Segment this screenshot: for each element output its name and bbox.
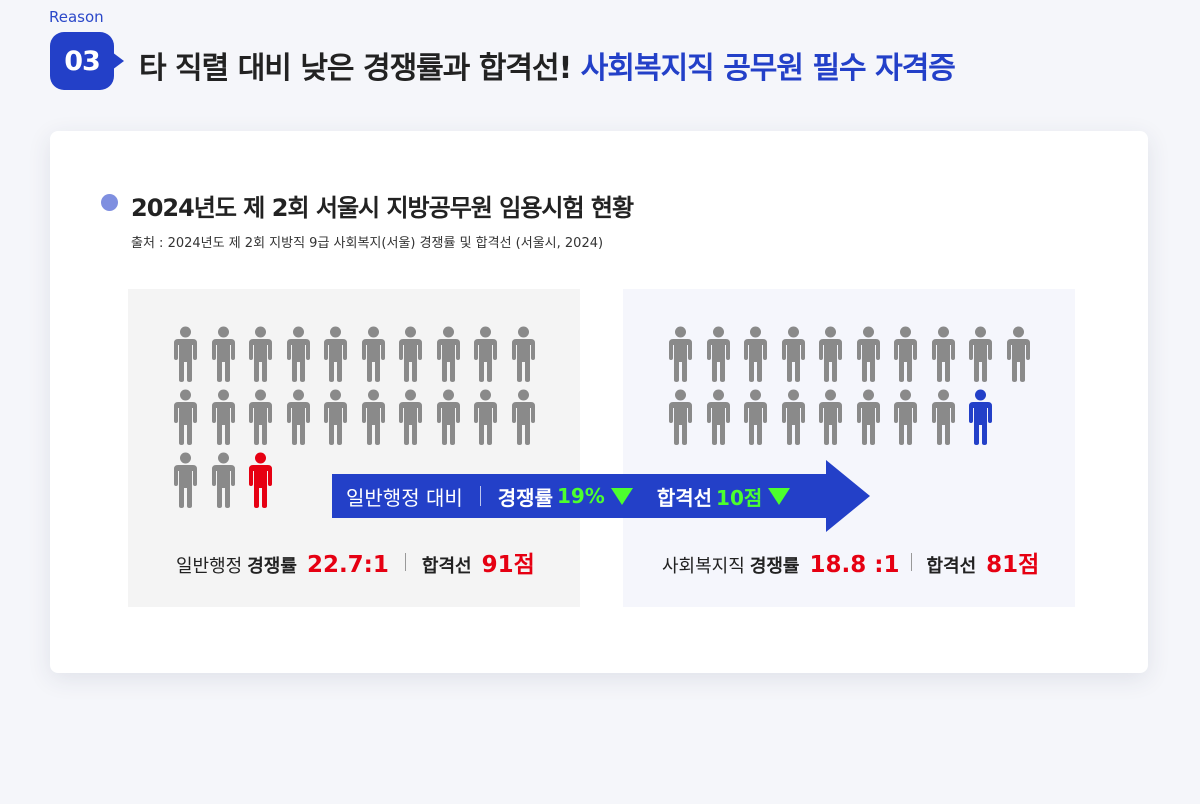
social-person-icon [742, 389, 769, 445]
page-headline: 타 직렬 대비 낮은 경쟁률과 합격선! 사회복지직 공무원 필수 자격증 [139, 43, 956, 87]
social-person-icon [817, 389, 844, 445]
comparison-cutoff-label: 합격선 [656, 485, 713, 510]
social-person-icon [855, 326, 882, 382]
general-admin-stats: 일반행정 경쟁률 22.7:1 합격선 91점 [176, 545, 535, 579]
social-cutoff-value: 81점 [986, 552, 1040, 578]
comparison-rate-label: 경쟁률 [497, 485, 553, 510]
social-person-icon [667, 389, 694, 445]
general-cutoff-value: 91점 [481, 552, 535, 578]
comparison-arrow [332, 460, 870, 532]
section-title: 2024년도 제 2회 서울시 지방공무원 임용시험 현황 [131, 194, 634, 222]
general-person-icon [510, 389, 537, 445]
down-triangle-icon [610, 487, 633, 505]
headline-plain: 타 직렬 대비 낮은 경쟁률과 합격선! [139, 51, 572, 86]
social-person-icon [930, 389, 957, 445]
stat-divider [404, 553, 406, 571]
source-note: 출처 : 2024년도 제 2회 지방직 9급 사회복지(서울) 경쟁률 및 합… [131, 236, 604, 251]
down-triangle-icon [768, 487, 791, 505]
comparison-rate-value: 19% [556, 484, 605, 508]
social-person-icon [817, 326, 844, 382]
reason-number-badge: 03 [50, 32, 114, 90]
general-person-icon [322, 326, 349, 382]
social-person-icon [780, 389, 807, 445]
social-highlight-person-icon [967, 389, 994, 445]
general-rate-value: 22.7:1 [306, 552, 389, 578]
social-rate-label: 경쟁률 [749, 556, 800, 577]
general-person-icon [472, 326, 499, 382]
general-person-icon [360, 389, 387, 445]
general-highlight-person-icon [247, 452, 274, 508]
general-person-icon [397, 326, 424, 382]
general-person-icon [397, 389, 424, 445]
general-person-icon [210, 452, 237, 508]
general-person-icon [247, 326, 274, 382]
general-person-icon [172, 326, 199, 382]
social-welfare-panel [623, 289, 1075, 607]
social-person-icon [705, 326, 732, 382]
social-person-icon [742, 326, 769, 382]
general-person-icon [322, 389, 349, 445]
general-admin-label: 일반행정 [176, 556, 243, 577]
general-person-icon [435, 326, 462, 382]
general-person-icon [360, 326, 387, 382]
badge-pointer-icon [112, 52, 124, 70]
comparison-prefix: 일반행정 대비 [346, 485, 463, 510]
general-rate-label: 경쟁률 [247, 556, 297, 577]
general-person-icon [435, 389, 462, 445]
social-person-icon [705, 389, 732, 445]
social-person-icon [1005, 326, 1032, 382]
social-person-icon [967, 326, 994, 382]
social-person-icon [855, 389, 882, 445]
general-person-icon [472, 389, 499, 445]
general-person-icon [510, 326, 537, 382]
bullet-dot-icon [101, 194, 118, 211]
social-person-icon [892, 326, 919, 382]
general-admin-panel [128, 289, 580, 607]
reason-label: Reason [49, 8, 104, 26]
comparison-divider [479, 486, 481, 506]
comparison-cutoff-value: 10점 [716, 485, 763, 510]
general-person-icon [285, 326, 312, 382]
general-cutoff-label: 합격선 [421, 556, 472, 577]
social-welfare-stats: 사회복지직 경쟁률 18.8 :1 합격선 81점 [662, 545, 1039, 579]
general-person-icon [285, 389, 312, 445]
social-person-icon [892, 389, 919, 445]
comparison-text: 일반행정 대비 경쟁률 19% 합격선 10점 [346, 478, 791, 514]
social-cutoff-label: 합격선 [926, 556, 977, 577]
general-person-icon [172, 389, 199, 445]
social-welfare-label: 사회복지직 [662, 556, 745, 577]
social-person-icon [780, 326, 807, 382]
general-person-icon [210, 389, 237, 445]
general-person-icon [210, 326, 237, 382]
social-person-icon [667, 326, 694, 382]
headline-highlight: 사회복지직 공무원 필수 자격증 [580, 51, 956, 86]
social-person-icon [930, 326, 957, 382]
general-person-icon [247, 389, 274, 445]
general-person-icon [172, 452, 199, 508]
stat-divider [911, 553, 913, 571]
social-rate-value: 18.8 :1 [809, 552, 900, 578]
